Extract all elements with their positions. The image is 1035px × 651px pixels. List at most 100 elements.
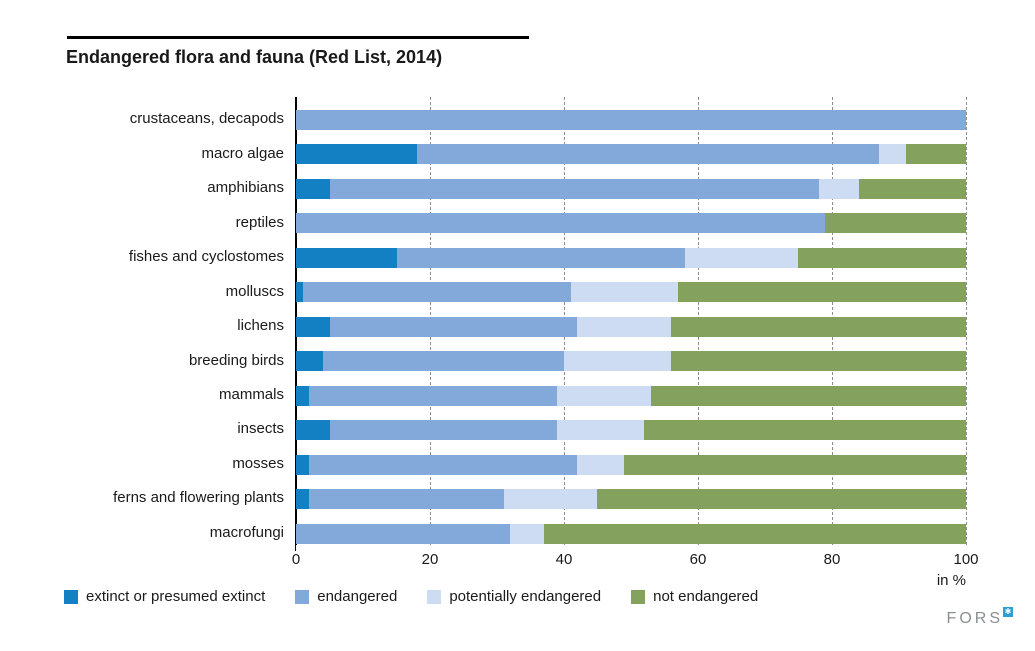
stacked-bar xyxy=(296,178,966,199)
bar-segment-extinct-or-presumed-extinct xyxy=(296,247,397,268)
category-label: molluscs xyxy=(225,282,284,300)
x-tick-label: 60 xyxy=(689,551,707,568)
bar-segment-potentially-endangered xyxy=(570,282,678,303)
category-label: reptiles xyxy=(235,213,284,231)
bar-row xyxy=(296,442,966,476)
bar-segment-extinct-or-presumed-extinct xyxy=(296,454,310,475)
gridline-100 xyxy=(966,97,967,545)
bar-segment-potentially-endangered xyxy=(503,489,598,510)
category-label: lichens xyxy=(237,317,284,335)
bar-segment-extinct-or-presumed-extinct xyxy=(296,316,330,337)
category-label: fishes and cyclostomes xyxy=(128,248,284,266)
stacked-bar xyxy=(296,454,966,475)
bar-segment-not-endangered xyxy=(651,385,966,406)
category-label: crustaceans, decapods xyxy=(129,110,284,128)
stacked-bar xyxy=(296,489,966,510)
bar-row xyxy=(296,407,966,441)
bar-row xyxy=(296,511,966,545)
category-label: insects xyxy=(237,420,284,438)
legend-label: endangered xyxy=(317,588,398,605)
bar-segment-potentially-endangered xyxy=(684,247,799,268)
stacked-bar xyxy=(296,385,966,406)
legend-item: extinct or presumed extinct xyxy=(64,588,265,605)
x-axis-unit-label: in % xyxy=(936,572,966,589)
bar-row xyxy=(296,338,966,372)
bar-row xyxy=(296,97,966,131)
category-label: macrofungi xyxy=(209,523,284,541)
stacked-bar xyxy=(296,247,966,268)
bar-segment-not-endangered xyxy=(798,247,966,268)
bar-segment-endangered xyxy=(296,213,826,234)
bar-row xyxy=(296,166,966,200)
bar-segment-endangered xyxy=(309,385,558,406)
x-tick-label: 100 xyxy=(953,551,979,568)
bar-segment-endangered xyxy=(329,316,578,337)
legend-item: endangered xyxy=(295,588,397,605)
bar-segment-extinct-or-presumed-extinct xyxy=(296,420,330,441)
bar-segment-potentially-endangered xyxy=(510,523,544,544)
bar-segment-endangered xyxy=(329,420,558,441)
bar-segment-endangered xyxy=(296,523,511,544)
bar-row xyxy=(296,131,966,165)
bar-segment-not-endangered xyxy=(624,454,966,475)
stacked-bar xyxy=(296,144,966,165)
plot-area xyxy=(295,97,967,545)
bar-segment-not-endangered xyxy=(671,351,966,372)
bar-segment-extinct-or-presumed-extinct xyxy=(296,144,417,165)
category-label: mosses xyxy=(232,454,284,472)
bar-segment-extinct-or-presumed-extinct xyxy=(296,282,303,303)
stacked-bar xyxy=(296,420,966,441)
bar-segment-endangered xyxy=(322,351,564,372)
bar-segment-potentially-endangered xyxy=(563,351,672,372)
legend-label: potentially endangered xyxy=(449,588,602,605)
bar-segment-not-endangered xyxy=(644,420,966,441)
x-tick-label: 40 xyxy=(555,551,573,568)
bar-segment-potentially-endangered xyxy=(557,385,652,406)
bar-segment-not-endangered xyxy=(597,489,966,510)
bar-row xyxy=(296,373,966,407)
bar-segment-extinct-or-presumed-extinct xyxy=(296,178,330,199)
fors-logo: FORS ✱ xyxy=(946,607,1013,628)
legend-item: not endangered xyxy=(631,588,758,605)
bar-segment-extinct-or-presumed-extinct xyxy=(296,489,310,510)
bar-segment-potentially-endangered xyxy=(577,316,672,337)
stacked-bar xyxy=(296,282,966,303)
stacked-bar xyxy=(296,110,966,130)
bar-row xyxy=(296,200,966,234)
stacked-bar xyxy=(296,523,966,544)
bar-segment-endangered xyxy=(309,489,504,510)
fors-logo-mark-icon: ✱ xyxy=(1003,607,1013,617)
bar-segment-potentially-endangered xyxy=(577,454,625,475)
category-label: ferns and flowering plants xyxy=(113,489,284,507)
bar-segment-endangered xyxy=(396,247,685,268)
category-label: macro algae xyxy=(201,144,284,162)
bar-segment-endangered xyxy=(302,282,571,303)
legend-label: not endangered xyxy=(653,588,759,605)
bar-series xyxy=(296,97,966,545)
x-tick-label: 20 xyxy=(421,551,439,568)
bar-segment-endangered xyxy=(329,178,819,199)
category-label: amphibians xyxy=(207,179,284,197)
zero-tick-mark xyxy=(295,545,296,551)
legend-swatch-icon xyxy=(631,589,646,604)
stacked-bar xyxy=(296,316,966,337)
legend-label: extinct or presumed extinct xyxy=(86,588,266,605)
bar-segment-endangered xyxy=(296,110,966,130)
title-rule xyxy=(67,36,529,39)
fors-logo-text: FORS xyxy=(946,610,1003,627)
category-label: breeding birds xyxy=(188,351,284,369)
x-axis-ticks: 0 20 40 60 80 100 xyxy=(292,551,979,569)
bar-row xyxy=(296,235,966,269)
bar-segment-extinct-or-presumed-extinct xyxy=(296,351,323,372)
bar-segment-not-endangered xyxy=(858,178,966,199)
stacked-bar xyxy=(296,351,966,372)
bar-row xyxy=(296,476,966,510)
bar-segment-endangered xyxy=(416,144,879,165)
bar-segment-potentially-endangered xyxy=(878,144,906,165)
stacked-bar xyxy=(296,213,966,234)
x-tick-label: 80 xyxy=(823,551,841,568)
legend-swatch-icon xyxy=(64,589,78,604)
bar-segment-extinct-or-presumed-extinct xyxy=(296,385,310,406)
legend-swatch-icon xyxy=(427,589,442,604)
legend: extinct or presumed extinct endangered pot… xyxy=(64,588,758,605)
